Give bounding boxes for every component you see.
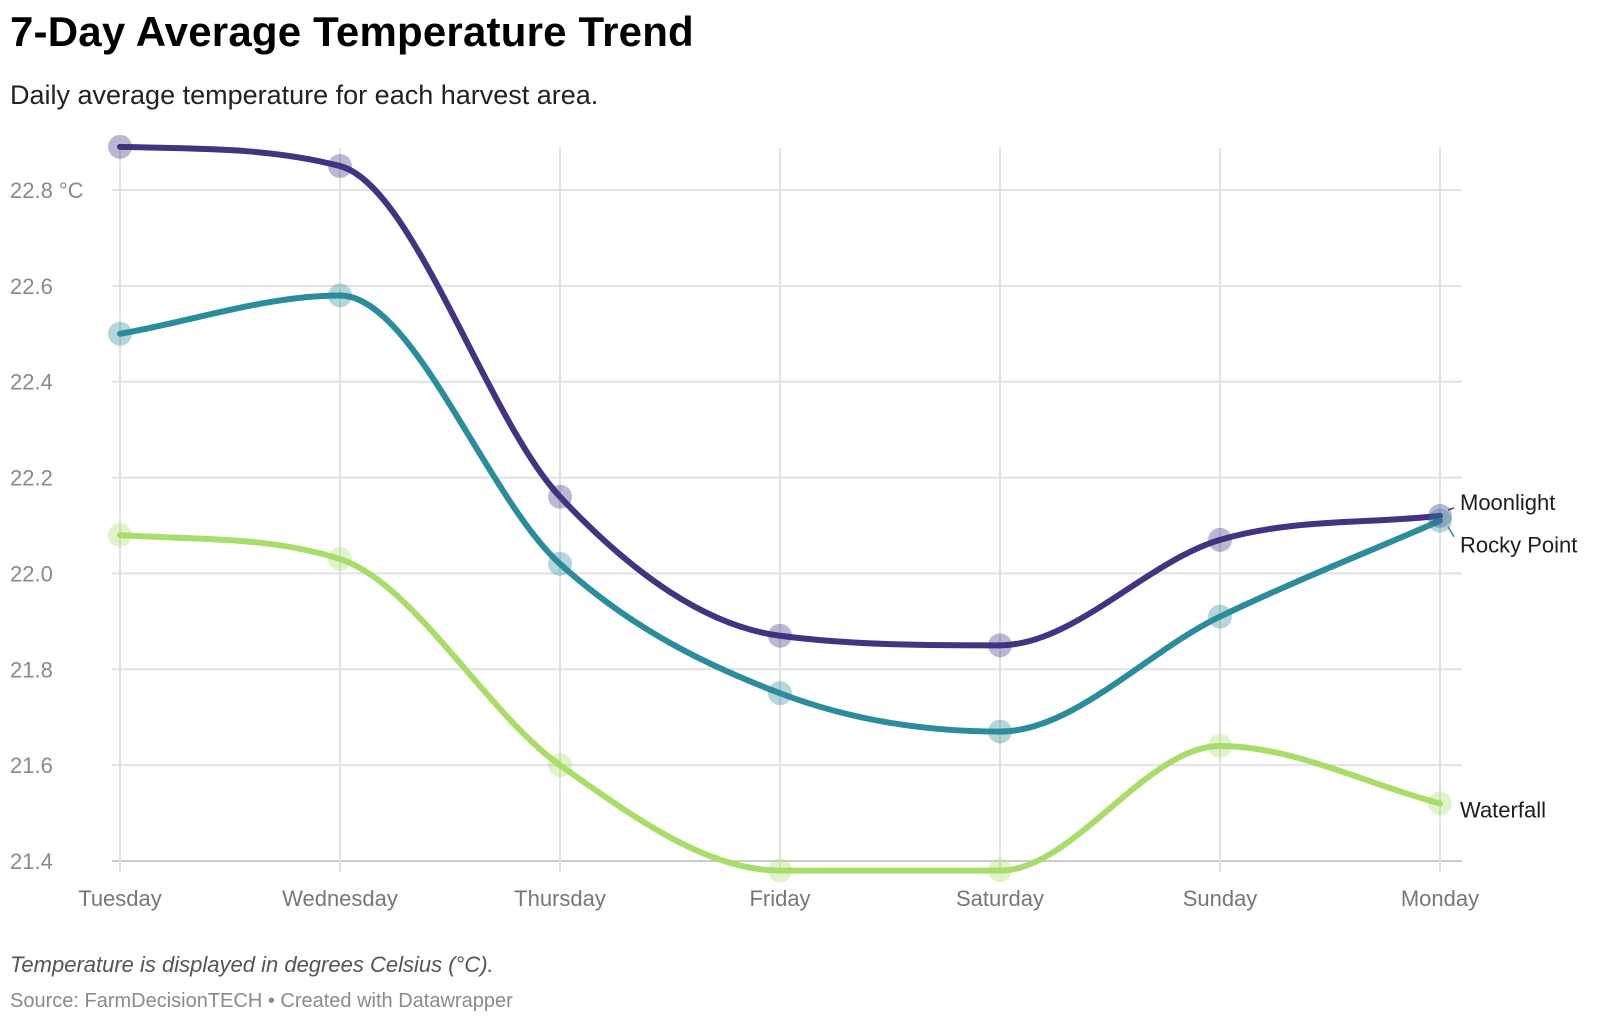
rocky-point-point[interactable] [108,321,132,346]
chart-footnote: Temperature is displayed in degrees Cels… [10,952,494,977]
x-tick-label: Tuesday [78,886,162,911]
rocky-point-point[interactable] [328,283,352,308]
waterfall-label: Waterfall [1460,797,1546,822]
x-tick-label: Wednesday [282,886,398,911]
y-tick-label: 21.4 [10,849,53,874]
rocky-point-label: Rocky Point [1460,533,1577,558]
chart-title: 7-Day Average Temperature Trend [10,8,694,55]
chart-source[interactable]: Source: FarmDecisionTECH • Created with … [10,990,513,1012]
series-lines [117,143,1443,874]
vertical-gridlines [119,148,1441,872]
moonlight-point[interactable] [548,484,572,509]
waterfall-line[interactable] [117,532,1443,874]
y-tick-label: 21.8 [10,657,53,682]
rocky-point-point[interactable] [1208,604,1232,629]
series-points [108,134,1452,883]
y-tick-label: 22.2 [10,466,53,491]
y-tick-label: 22.8 °C [10,178,84,203]
y-tick-label: 22.4 [10,370,53,395]
waterfall-point[interactable] [988,858,1012,883]
waterfall-point[interactable] [108,523,132,548]
rocky-point-point[interactable] [988,719,1012,744]
moonlight-point[interactable] [988,633,1012,658]
x-tick-label: Friday [749,886,810,911]
rocky-point-line[interactable] [117,292,1443,735]
rocky-point-point[interactable] [768,681,792,706]
x-tick-label: Sunday [1183,886,1258,911]
waterfall-point[interactable] [328,547,352,572]
moonlight-point[interactable] [1428,503,1452,528]
x-tick-label: Thursday [514,886,606,911]
chart-subtitle: Daily average temperature for each harve… [10,80,599,110]
horizontal-gridlines [112,189,1462,862]
x-tick-label: Saturday [956,886,1044,911]
moonlight-label-leader [1447,507,1455,511]
y-tick-label: 22.0 [10,561,53,586]
moonlight-point[interactable] [768,623,792,648]
moonlight-point[interactable] [1208,527,1232,552]
rocky-point-point[interactable] [548,551,572,576]
x-tick-label: Monday [1401,886,1479,911]
moonlight-line[interactable] [117,143,1443,649]
series-labels: Moonlight Rocky Point Waterfall [1447,490,1577,822]
y-axis-tick-labels: 22.8 °C 22.6 22.4 22.2 22.0 21.8 21.6 21.4 [10,178,84,874]
moonlight-point[interactable] [108,134,132,159]
rocky-point-point[interactable] [1428,508,1452,533]
rocky-point-label-leader [1447,526,1455,538]
waterfall-point[interactable] [768,858,792,883]
moonlight-label: Moonlight [1460,490,1555,515]
y-tick-label: 21.6 [10,753,53,778]
waterfall-point[interactable] [1428,791,1452,816]
waterfall-point[interactable] [1208,733,1232,758]
x-axis-tick-labels: Tuesday Wednesday Thursday Friday Saturday Su… [78,886,1479,911]
waterfall-point[interactable] [548,753,572,778]
y-tick-label: 22.6 [10,274,53,299]
moonlight-point[interactable] [328,154,352,179]
